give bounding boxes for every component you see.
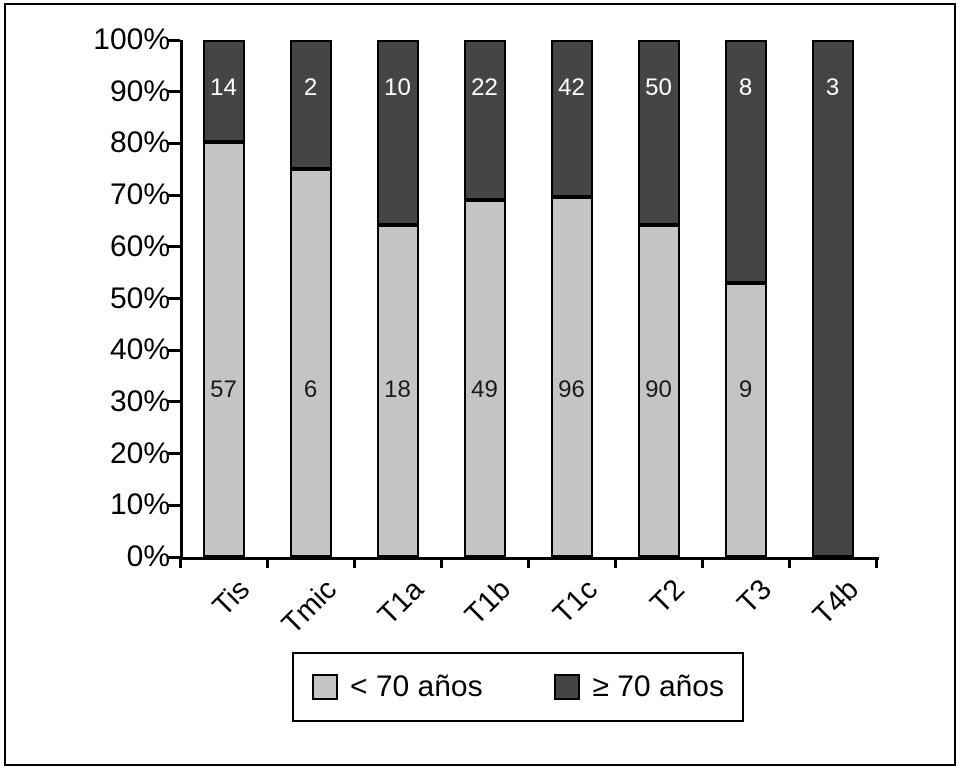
x-tick-mark (613, 557, 617, 568)
bar-segment-over70-T4b (811, 40, 854, 557)
y-tick-label: 100% (93, 23, 170, 56)
bar-value-under70-T1c: 96 (558, 376, 585, 403)
bar-value-under70-T2: 90 (645, 376, 672, 403)
y-tick-label: 80% (109, 126, 170, 160)
y-axis-line (180, 40, 183, 560)
bar-T4b: 3 (811, 40, 854, 557)
bar-T1a: 10 18 (376, 40, 419, 557)
y-tick-mark (168, 452, 180, 456)
y-tick-mark (168, 38, 180, 42)
bar-segment-over70-Tis (202, 40, 245, 142)
bar-segment-over70-T3 (724, 40, 767, 283)
bar-segment-over70-T1b (463, 40, 506, 200)
bar-value-over70-Tis: 14 (210, 74, 237, 101)
x-tick-mark (526, 557, 530, 568)
y-tick-label: 10% (109, 488, 170, 522)
bar-value-over70-T3: 8 (738, 74, 753, 101)
y-tick-mark (168, 193, 180, 197)
y-tick-mark (168, 245, 180, 249)
bar-value-over70-T1c: 42 (558, 74, 585, 101)
x-tick-mark (265, 557, 269, 568)
legend-item-under70: < 70 años (312, 670, 483, 704)
y-tick-label: 60% (109, 229, 170, 263)
x-tick-mark (352, 557, 356, 568)
bar-T2: 50 90 (637, 40, 680, 557)
bar-value-under70-Tis: 57 (210, 376, 237, 403)
bar-value-over70-T4b: 3 (825, 74, 840, 101)
bar-Tis: 14 57 (202, 40, 245, 557)
bar-segment-over70-T1a (376, 40, 419, 225)
y-tick-label: 0% (126, 540, 170, 573)
figure-border (4, 3, 956, 766)
bar-value-under70-T3: 9 (738, 376, 753, 403)
y-tick-label: 70% (109, 178, 170, 212)
x-tick-mark (874, 557, 878, 568)
legend-swatch-over70 (554, 674, 581, 700)
y-tick-mark (168, 503, 180, 507)
x-axis-line (180, 557, 879, 560)
bar-segment-over70-T1c (550, 40, 593, 197)
bar-value-under70-T1a: 18 (384, 376, 411, 403)
bar-segment-under70-T1a (376, 225, 419, 557)
legend-item-over70: ≥ 70 años (554, 670, 724, 704)
bar-T1b: 22 49 (463, 40, 506, 557)
y-tick-mark (168, 348, 180, 352)
y-tick-mark (168, 90, 180, 94)
x-tick-mark (178, 557, 182, 568)
bar-segment-over70-Tmic (289, 40, 332, 169)
bar-segment-over70-T2 (637, 40, 680, 225)
y-tick-mark (168, 400, 180, 404)
bar-value-under70-T1b: 49 (471, 376, 498, 403)
y-tick-mark (168, 297, 180, 300)
bar-value-over70-T2: 50 (645, 74, 672, 101)
bar-segment-under70-T1b (463, 200, 506, 557)
legend-label-over70: ≥ 70 años (592, 670, 724, 703)
legend-swatch-under70 (312, 674, 338, 700)
bar-segment-under70-T1c (550, 197, 593, 557)
bar-value-over70-Tmic: 2 (303, 74, 318, 101)
legend-label-under70: < 70 años (350, 670, 483, 703)
legend: < 70 años ≥ 70 años (292, 652, 744, 722)
bar-segment-under70-Tis (202, 142, 245, 557)
bar-value-over70-T1a: 10 (384, 74, 411, 101)
x-tick-mark (700, 557, 704, 568)
y-tick-label: 30% (109, 384, 170, 418)
y-tick-label: 20% (109, 436, 170, 470)
y-tick-label: 40% (109, 333, 170, 367)
x-tick-mark (787, 557, 791, 568)
bar-segment-under70-Tmic (289, 169, 332, 557)
bar-value-under70-Tmic: 6 (303, 376, 318, 403)
y-tick-label: 90% (109, 74, 170, 108)
bar-T1c: 42 96 (550, 40, 593, 557)
x-tick-mark (439, 557, 443, 568)
bar-segment-under70-T2 (637, 225, 680, 557)
y-tick-mark (168, 555, 180, 559)
y-tick-label: 50% (109, 281, 170, 315)
bar-segment-under70-T3 (724, 283, 767, 557)
y-tick-mark (168, 141, 180, 145)
bar-value-over70-T1b: 22 (471, 74, 498, 101)
